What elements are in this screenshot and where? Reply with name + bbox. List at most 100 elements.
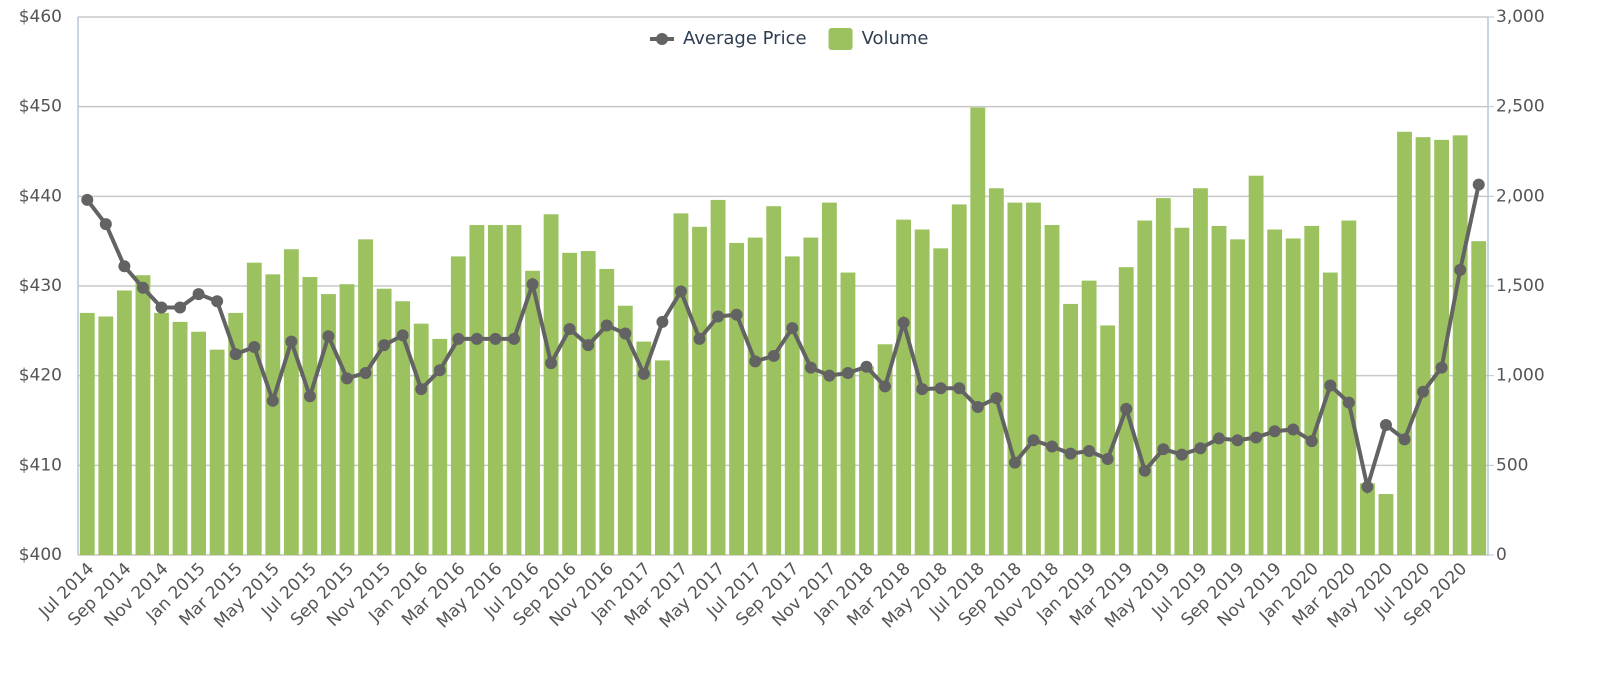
bar <box>1434 139 1450 556</box>
price-point <box>637 367 650 380</box>
bar <box>191 331 207 555</box>
price-point <box>1101 453 1114 466</box>
bar <box>1267 229 1283 555</box>
bar <box>877 344 893 555</box>
price-point <box>1417 385 1430 398</box>
price-point <box>229 348 242 361</box>
legend-label: Average Price <box>683 28 807 49</box>
bar <box>321 294 336 555</box>
price-point <box>1120 402 1133 415</box>
bar <box>988 188 1004 555</box>
price-point <box>507 332 520 345</box>
bar <box>747 237 763 555</box>
bar <box>599 268 615 555</box>
bar <box>970 107 986 556</box>
bar <box>1359 483 1375 555</box>
price-point <box>303 390 316 403</box>
price-point <box>1027 434 1040 447</box>
bar <box>784 256 800 555</box>
bar <box>636 341 652 555</box>
bar <box>1063 303 1078 555</box>
bar <box>135 275 151 555</box>
price-point <box>1250 431 1263 444</box>
price-point <box>1342 396 1355 409</box>
price-point <box>1305 435 1318 448</box>
y-tick-label: $430 <box>19 276 62 296</box>
price-point <box>1454 263 1467 276</box>
price-point <box>489 332 502 345</box>
bar <box>116 290 132 555</box>
price-point <box>563 323 576 336</box>
price-point <box>730 308 743 321</box>
bar <box>1100 325 1116 555</box>
price-point <box>174 301 187 314</box>
price-point <box>712 310 725 323</box>
bar <box>654 360 670 555</box>
price-point <box>971 401 984 414</box>
price-point <box>266 394 279 407</box>
y-tick-label: $460 <box>19 7 62 27</box>
legend: Average Price Volume <box>650 28 929 50</box>
bar <box>1285 238 1301 555</box>
price-point <box>1379 418 1392 431</box>
price-point <box>786 322 799 335</box>
bar <box>1248 175 1264 555</box>
price-point <box>415 383 428 396</box>
price-point <box>452 332 465 345</box>
bar <box>1081 280 1097 555</box>
bar <box>302 277 318 555</box>
bar <box>172 321 188 555</box>
price-point <box>990 392 1003 405</box>
bar <box>246 262 262 555</box>
bar <box>1044 225 1060 555</box>
y-tick-label: $450 <box>19 97 62 117</box>
bar <box>803 237 819 555</box>
price-point <box>285 335 298 348</box>
bar <box>1378 494 1394 555</box>
price-point <box>1083 444 1096 457</box>
y-tick-label: $420 <box>19 366 62 386</box>
y2-tick-label: 1,000 <box>1496 366 1545 386</box>
bar <box>1211 225 1227 555</box>
price-point <box>211 295 224 308</box>
price-point <box>1435 361 1448 374</box>
bar <box>951 204 967 556</box>
price-point <box>359 366 372 379</box>
price-point <box>396 329 409 342</box>
bar <box>580 251 596 555</box>
price-point <box>1324 379 1337 392</box>
price-point <box>545 357 558 370</box>
price-point <box>1175 448 1188 461</box>
bar <box>525 270 540 555</box>
bar <box>1174 227 1190 555</box>
y2-tick-label: 2,500 <box>1496 97 1545 117</box>
price-point <box>470 332 483 345</box>
price-point <box>322 330 335 343</box>
bar <box>1304 225 1320 555</box>
price-point <box>1361 480 1374 493</box>
price-point <box>433 364 446 377</box>
price-point <box>693 332 706 345</box>
bar <box>209 349 225 555</box>
bar <box>79 312 95 555</box>
bar <box>562 252 578 555</box>
bar <box>98 316 114 555</box>
bar <box>1193 188 1208 555</box>
bar <box>228 312 244 555</box>
price-point <box>248 340 261 353</box>
bar <box>710 199 726 556</box>
bar <box>1452 135 1468 556</box>
price-point <box>1212 432 1225 445</box>
price-point <box>1046 440 1059 453</box>
price-point <box>916 383 929 396</box>
y2-tick-label: 1,500 <box>1496 276 1545 296</box>
bar <box>673 213 689 555</box>
bar <box>1341 220 1357 555</box>
bar <box>265 274 281 555</box>
bar <box>283 249 299 555</box>
price-point <box>879 380 892 393</box>
bar <box>933 248 949 555</box>
bar <box>543 214 559 555</box>
bar <box>432 338 448 555</box>
